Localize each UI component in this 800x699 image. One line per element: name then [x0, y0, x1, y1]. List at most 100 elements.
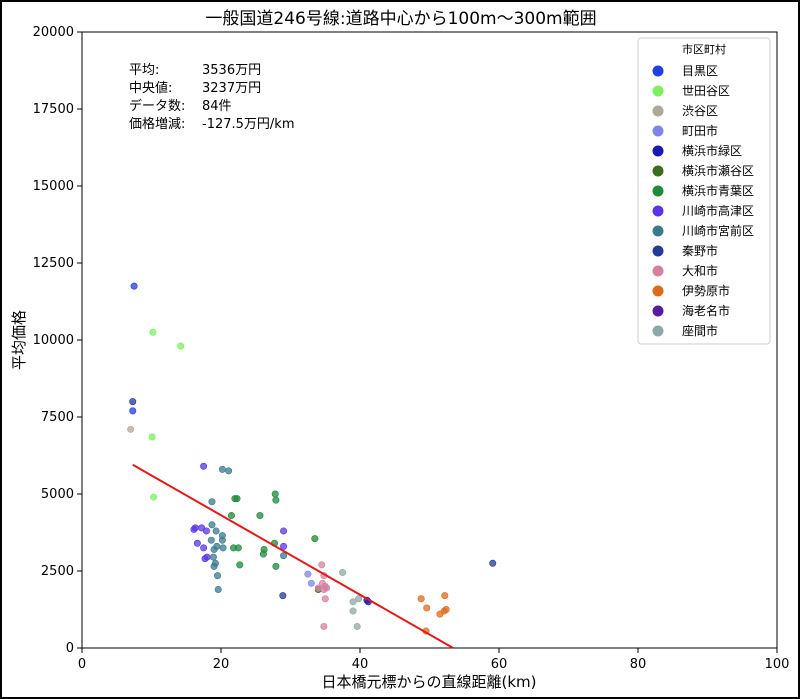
y-tick-label: 5000: [41, 487, 74, 502]
stat-mean-label: 平均:: [129, 63, 159, 78]
data-point: [218, 465, 226, 473]
data-point: [280, 542, 288, 550]
data-point: [200, 462, 208, 470]
data-point: [201, 555, 209, 563]
x-tick-label: 100: [765, 657, 790, 672]
legend-marker: [652, 125, 664, 137]
legend-marker: [652, 325, 664, 337]
data-point: [208, 498, 216, 506]
y-tick-label: 12500: [33, 256, 74, 271]
data-point: [304, 570, 312, 578]
stat-slope-label: 価格増減:: [129, 116, 185, 132]
data-point: [307, 579, 315, 587]
data-point: [190, 525, 198, 533]
data-point: [441, 592, 449, 600]
x-tick-label: 80: [630, 657, 647, 672]
data-point: [208, 521, 216, 529]
data-point: [218, 536, 226, 544]
stat-mean-value: 3536万円: [202, 63, 261, 78]
x-axis-ticks: 0 20 40 60 80 100: [78, 648, 790, 672]
data-point: [417, 595, 425, 603]
legend-label: 横浜市緑区: [682, 143, 742, 158]
x-axis-label: 日本橋元標からの直線距離(km): [321, 673, 536, 691]
data-point: [214, 585, 222, 593]
y-tick-label: 20000: [33, 25, 74, 40]
data-point: [320, 622, 328, 630]
legend-marker: [652, 305, 664, 317]
legend-label: 町田市: [682, 123, 718, 138]
data-point: [271, 490, 279, 498]
data-point: [272, 496, 280, 504]
legend-label: 世田谷区: [682, 84, 730, 98]
legend-marker: [652, 225, 664, 237]
data-point: [219, 544, 227, 552]
data-point: [150, 493, 158, 501]
data-point: [436, 610, 444, 618]
legend-marker: [652, 265, 664, 277]
data-point: [339, 569, 347, 577]
data-point: [193, 539, 201, 547]
data-point: [210, 562, 218, 570]
legend-label: 大和市: [682, 263, 718, 278]
legend-label: 川崎市高津区: [682, 203, 754, 218]
data-point: [355, 595, 363, 603]
data-point: [321, 595, 329, 603]
data-point: [212, 527, 220, 535]
data-point: [177, 342, 185, 350]
stat-count-value: 84件: [202, 99, 232, 114]
data-point: [149, 328, 157, 336]
y-tick-label: 2500: [41, 564, 74, 579]
legend-label: 海老名市: [682, 303, 730, 318]
data-point: [209, 553, 217, 561]
legend-box: [637, 37, 771, 345]
data-point: [272, 562, 280, 570]
data-point: [198, 524, 206, 532]
data-point: [210, 545, 218, 553]
legend-label: 川崎市宮前区: [682, 223, 754, 238]
data-point: [200, 544, 208, 552]
data-point: [225, 467, 233, 475]
legend-label: 座間市: [682, 323, 718, 338]
x-tick-label: 40: [352, 657, 369, 672]
data-point: [314, 584, 322, 592]
data-point: [279, 592, 287, 600]
data-point: [318, 561, 326, 569]
stat-slope-value: -127.5万円/km: [202, 117, 294, 132]
data-point: [349, 607, 357, 615]
legend-title: 市区町村: [682, 42, 726, 56]
x-tick-label: 60: [491, 657, 508, 672]
stat-median-label: 中央値:: [129, 80, 172, 96]
data-point: [214, 572, 222, 580]
legend-label: 目黒区: [682, 64, 718, 78]
data-point: [353, 622, 361, 630]
data-point: [129, 398, 137, 406]
legend-marker: [652, 145, 664, 157]
legend-label: 伊勢原市: [682, 283, 730, 298]
data-point: [489, 559, 497, 567]
data-point: [280, 527, 288, 535]
legend-label: 横浜市青葉区: [682, 183, 754, 198]
y-axis-label: 平均価格: [10, 310, 28, 370]
legend-marker: [652, 65, 664, 77]
data-point: [230, 544, 238, 552]
data-point: [349, 598, 357, 606]
y-tick-label: 10000: [33, 333, 74, 348]
legend-marker: [652, 285, 664, 297]
data-point: [129, 407, 137, 415]
data-point: [259, 550, 267, 558]
y-axis-ticks: 0 2500 5000 7500 10000 12500 15000 17500 20000: [33, 25, 82, 656]
y-tick-label: 7500: [41, 410, 74, 425]
legend-label: 横浜市瀬谷区: [682, 163, 754, 178]
legend-marker: [652, 85, 664, 97]
data-point: [127, 425, 135, 433]
data-point: [202, 527, 210, 535]
legend-marker: [652, 185, 664, 197]
legend-marker: [652, 245, 664, 257]
legend: 市区町村 目黒区世田谷区渋谷区町田市横浜市緑区横浜市瀬谷区横浜市青葉区川崎市高津…: [637, 37, 771, 345]
legend-marker: [652, 105, 664, 117]
chart-title: 一般国道246号線:道路中心から100m～300m範囲: [205, 9, 596, 29]
legend-label: 秦野市: [682, 243, 718, 258]
legend-marker: [652, 205, 664, 217]
